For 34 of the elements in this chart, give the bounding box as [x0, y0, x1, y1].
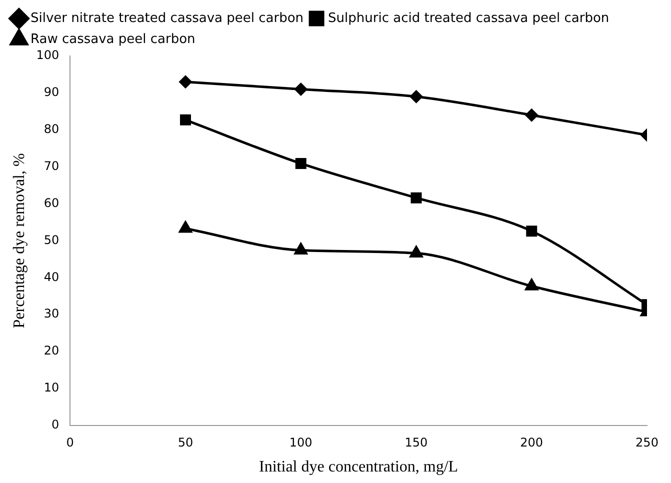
y-tick-label: 20 [44, 344, 60, 358]
x-tick-label: 0 [66, 436, 74, 450]
y-tick-label: 60 [44, 196, 60, 210]
point [525, 278, 538, 290]
point [294, 82, 308, 96]
y-tick-label: 0 [51, 418, 60, 432]
y-axis-title: Percentage dye removal, % [10, 153, 28, 328]
point [179, 221, 192, 233]
y-tick-label: 40 [44, 270, 60, 284]
y-tick-label: 80 [44, 122, 60, 136]
point [295, 158, 306, 169]
x-tick-label: 200 [520, 436, 544, 450]
y-tick-label: 90 [44, 85, 60, 100]
point [525, 108, 538, 122]
y-tick-label: 100 [36, 48, 60, 62]
x-tick-label: 50 [178, 436, 194, 450]
legend-label: Silver nitrate treated cassava peel carbon [30, 10, 304, 26]
point [410, 192, 422, 204]
point [294, 243, 308, 255]
x-tick-label: 250 [636, 436, 658, 450]
legend-label: Sulphuric acid treated cassava peel carbon [328, 10, 610, 26]
legend-label: Raw cassava peel carbon [30, 32, 196, 47]
y-tick-label: 50 [44, 232, 60, 247]
y-tick-label: 30 [44, 306, 60, 321]
x-tick-label: 100 [289, 436, 312, 450]
point [410, 246, 423, 258]
point [180, 114, 191, 126]
x-tick-label: 150 [404, 436, 428, 450]
point [526, 226, 538, 237]
x-axis-title: Initial dye concentration, mg/L [259, 458, 458, 476]
point [410, 90, 422, 103]
y-tick-label: 70 [44, 158, 60, 173]
point [179, 76, 192, 88]
y-tick-label: 10 [44, 380, 60, 395]
